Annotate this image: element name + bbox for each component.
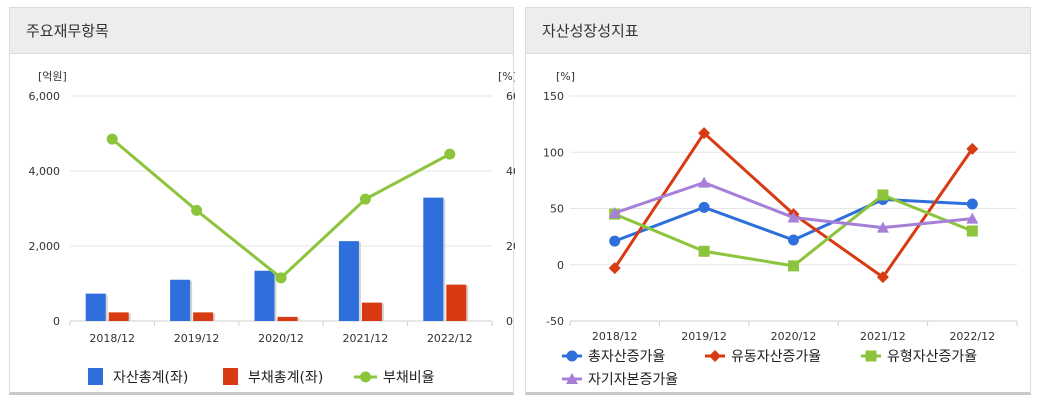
legend-label: 부채총계(좌) [248,370,323,386]
left-tick-label: 4,000 [29,165,61,178]
debt-ratio-point [444,148,456,160]
legend-label: 부채비율 [383,370,435,386]
debt-ratio-point [275,272,287,284]
bar-debt-total [361,302,382,321]
financial-items-chart: 6,000 4,000 2,000 0 60 40 20 0 [억원] [%] 2018/12 201… [29,70,516,386]
debt-ratio-point [191,204,203,216]
tangible-asset-growth-point [877,189,889,201]
x-tick-label: 2020/12 [771,330,817,343]
legend-marker [566,350,578,362]
total-asset-growth-point [609,235,621,247]
left-tick-label: 0 [557,259,564,272]
left-tick-label: -50 [546,315,564,328]
equity-growth-point [698,176,711,188]
tangible-asset-growth-point [966,225,978,237]
tangible-asset-growth-point [788,260,799,272]
x-tick-label: 2018/12 [89,332,135,345]
current-asset-growth-point [698,127,711,140]
total-asset-growth-point [966,198,978,210]
legend-swatch [360,371,371,383]
left-tick-label: 6,000 [29,90,61,103]
bar-debt-total [108,312,129,321]
left-tick-label: 0 [53,315,60,328]
asset-growth-panel: 자산성장성지표 150 100 50 0 -50 [%] 2018/12 2019/12 202… [525,7,1031,395]
bar-debt-total [193,312,214,321]
total-asset-growth-point [788,234,799,246]
right-tick-label: 20 [506,240,515,253]
x-tick-label: 2018/12 [592,330,638,343]
equity-growth-point [876,221,889,233]
bar-debt-total [446,284,467,321]
left-tick-label: 150 [543,90,564,103]
right-tick-label: 60 [506,90,515,103]
bar-asset-total [338,241,359,321]
legend-label: 유형자산증가율 [887,349,977,365]
legend-marker [566,373,578,384]
bar-asset-total [85,293,106,321]
legend-label: 자산총계(좌) [113,370,188,386]
legend-label: 유동자산증가율 [731,349,821,365]
right-tick-label: 40 [506,165,515,178]
legend-marker [709,350,721,362]
x-tick-label: 2020/12 [258,332,304,345]
current-asset-growth-line [613,130,974,280]
left-tick-label: 2,000 [29,240,61,253]
current-asset-growth-point [966,142,979,155]
current-asset-growth-point [608,262,621,275]
x-tick-label: 2021/12 [860,330,906,343]
total-asset-growth-point [698,201,710,213]
legend-label: 자기자본증가율 [588,372,678,388]
current-asset-growth-point [876,271,889,284]
right-tick-label: 0 [506,315,513,328]
bar-asset-total [254,270,275,321]
panel-title-financial-items: 주요재무항목 [10,8,513,54]
left-tick-label: 100 [543,146,564,159]
debt-ratio-point [359,193,371,205]
bar-debt-total [277,316,298,321]
tangible-asset-growth-line [614,193,973,268]
asset-growth-chart: 150 100 50 0 -50 [%] 2018/12 2019/12 2020/12 2021… [543,70,1018,388]
x-tick-label: 2019/12 [174,332,220,345]
right-axis-unit: [%] [498,70,515,83]
left-axis-unit: [억원] [38,70,67,83]
x-tick-label: 2021/12 [343,332,389,345]
tangible-asset-growth-point [698,245,710,257]
x-tick-label: 2022/12 [949,330,995,343]
bar-asset-total [423,197,444,321]
x-tick-label: 2019/12 [681,330,727,343]
panel-title-asset-growth: 자산성장성지표 [526,8,1030,54]
financial-items-panel: 주요재무항목 6,000 4,000 2,000 0 60 40 20 0 [억원] [%] 201… [9,7,516,395]
x-tick-label: 2022/12 [427,332,473,345]
legend-marker [865,350,877,362]
bar-asset-total [170,279,191,321]
legend-swatch [223,368,238,385]
equity-growth-point [608,207,621,218]
legend-swatch [88,368,103,385]
legend-label: 총자산증가율 [588,349,665,365]
equity-growth-point [787,211,800,223]
left-tick-label: 50 [550,203,564,216]
equity-growth-point [966,212,979,224]
left-axis-unit: [%] [556,70,575,83]
debt-ratio-point [106,133,118,145]
debt-ratio-line [111,137,451,280]
